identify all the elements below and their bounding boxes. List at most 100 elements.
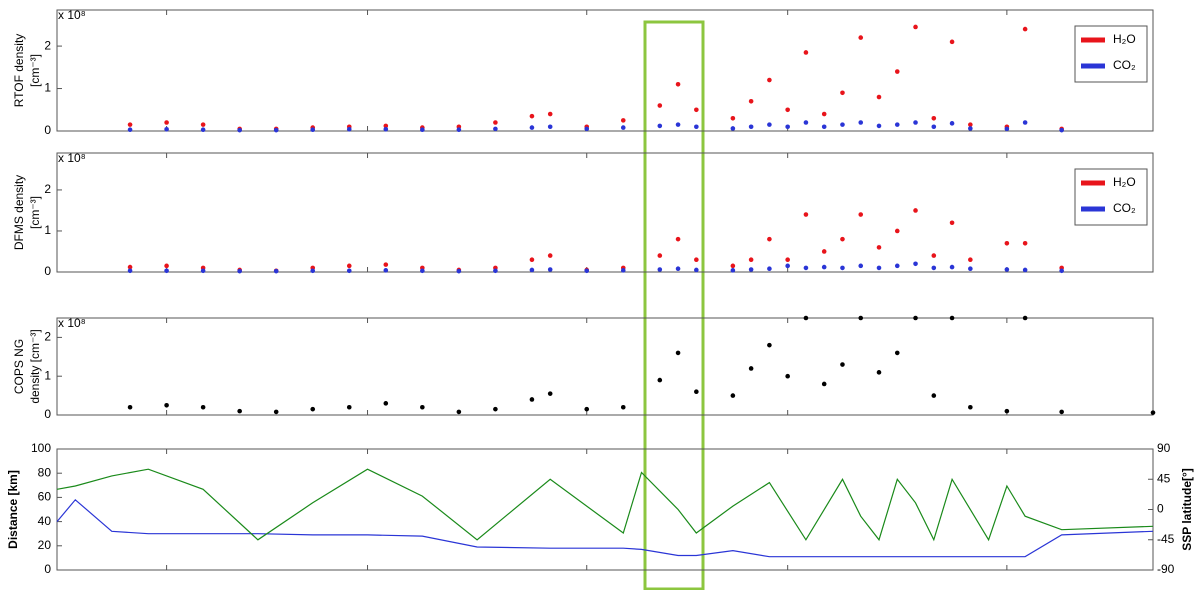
data-point xyxy=(803,120,809,125)
data-point xyxy=(383,123,389,129)
data-point xyxy=(164,120,169,125)
data-point xyxy=(383,127,389,132)
axis-multiplier: x 10⁸ xyxy=(58,316,86,330)
data-point xyxy=(694,389,699,395)
data-point xyxy=(200,122,206,127)
y-axis-label: RTOF density xyxy=(12,34,26,108)
data-point xyxy=(584,268,590,274)
data-point xyxy=(547,391,553,396)
data-point xyxy=(237,268,242,274)
data-point xyxy=(200,404,206,410)
data-point xyxy=(346,404,352,410)
data-point xyxy=(456,127,462,133)
data-point xyxy=(1059,268,1064,274)
legend-label: H₂O xyxy=(1113,175,1136,189)
data-point xyxy=(420,404,425,410)
data-point xyxy=(127,264,133,270)
data-point xyxy=(383,268,389,273)
data-point xyxy=(493,268,498,274)
data-point xyxy=(1022,120,1028,125)
data-point xyxy=(310,406,316,412)
data-point xyxy=(675,81,681,87)
data-point xyxy=(821,249,827,254)
data-point xyxy=(456,268,462,274)
data-point xyxy=(1022,315,1028,321)
data-point xyxy=(620,268,626,273)
y2-tick-label: -45 xyxy=(1157,532,1175,546)
data-point xyxy=(127,404,133,410)
data-point xyxy=(785,263,790,269)
data-point xyxy=(840,362,845,367)
legend-label: CO₂ xyxy=(1113,58,1136,72)
data-point xyxy=(840,265,845,271)
data-point xyxy=(949,121,955,126)
data-point xyxy=(273,268,279,274)
data-point xyxy=(785,257,790,262)
y-axis-label: [cm⁻³] xyxy=(28,196,42,229)
y-tick-label: 1 xyxy=(44,81,51,95)
y-tick-label: 60 xyxy=(38,490,52,504)
data-point xyxy=(821,124,827,130)
data-point xyxy=(767,77,772,83)
data-point xyxy=(840,90,845,96)
data-point xyxy=(767,122,772,127)
data-point xyxy=(657,377,663,383)
data-point xyxy=(913,120,918,125)
y2-tick-label: 45 xyxy=(1157,471,1171,485)
data-point xyxy=(620,404,626,410)
data-point xyxy=(1004,126,1010,132)
data-point xyxy=(200,127,206,133)
data-point xyxy=(913,315,918,321)
y-axis-label: [cm⁻³] xyxy=(28,54,42,87)
data-point xyxy=(913,24,918,30)
data-point xyxy=(529,113,535,119)
data-point xyxy=(694,267,699,273)
data-point xyxy=(767,236,772,242)
data-point xyxy=(694,107,699,113)
data-point xyxy=(200,268,206,274)
data-point xyxy=(547,111,553,117)
y-tick-label: 40 xyxy=(38,514,52,528)
plot-frame xyxy=(56,448,1154,571)
data-point xyxy=(858,120,864,125)
plot-frame xyxy=(56,317,1154,416)
data-point xyxy=(584,406,590,412)
y-axis-label: Distance [km] xyxy=(6,470,20,549)
data-point xyxy=(547,253,553,258)
y-tick-label: 1 xyxy=(44,368,51,382)
y-tick-label: 100 xyxy=(31,441,51,455)
data-point xyxy=(420,127,425,133)
legend-box xyxy=(1074,25,1148,83)
data-point xyxy=(1022,267,1028,273)
data-point xyxy=(821,111,827,117)
data-point xyxy=(675,266,681,272)
data-point xyxy=(858,35,864,40)
data-point xyxy=(821,381,827,387)
y-tick-label: 2 xyxy=(44,330,51,344)
data-point xyxy=(949,220,955,226)
data-point xyxy=(968,126,973,131)
y-axis-label: density [cm⁻³] xyxy=(28,329,42,403)
plot-frame xyxy=(56,9,1154,132)
y2-tick-label: 90 xyxy=(1157,441,1171,455)
data-point xyxy=(949,39,955,45)
data-point xyxy=(164,127,169,132)
data-point xyxy=(694,124,699,130)
data-point xyxy=(931,253,937,258)
data-point xyxy=(694,257,699,262)
data-point xyxy=(1004,267,1010,272)
data-point xyxy=(1059,127,1064,133)
data-point xyxy=(840,236,845,242)
data-point xyxy=(931,393,937,398)
data-point xyxy=(675,122,681,127)
data-point xyxy=(894,69,900,74)
y2-tick-label: -90 xyxy=(1157,562,1175,576)
data-point xyxy=(785,107,790,113)
data-point xyxy=(785,373,790,379)
data-point xyxy=(767,266,772,272)
y-axis-label: DFMS density xyxy=(12,175,26,250)
y-tick-label: 0 xyxy=(44,264,51,278)
data-point xyxy=(876,245,882,250)
data-point xyxy=(529,257,535,262)
